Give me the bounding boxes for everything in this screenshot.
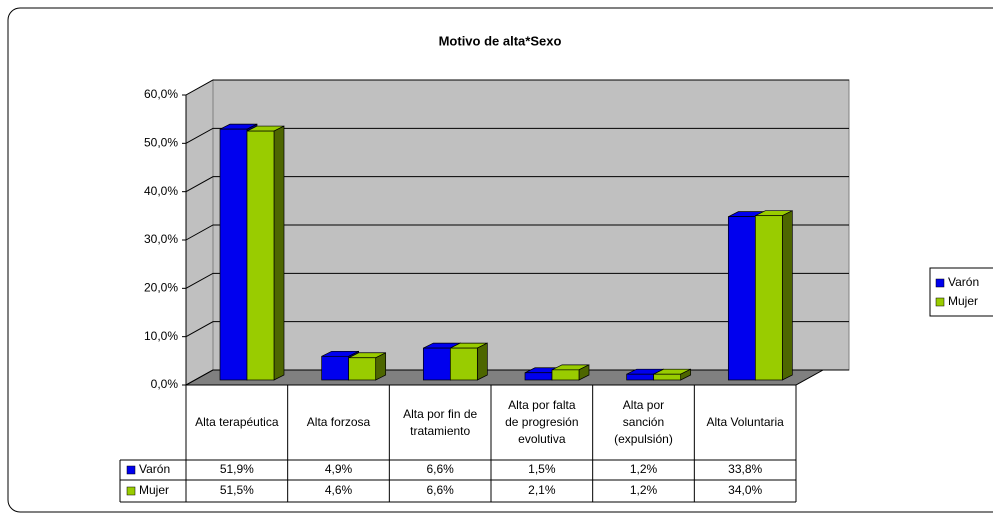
x-tick-label: Alta por fin de tratamiento: [389, 385, 491, 460]
category-text: Alta forzosa: [306, 415, 371, 429]
table-value: 1,2%: [630, 483, 658, 497]
legend-box: [929, 267, 993, 317]
y-tick-label: 10,0%: [144, 329, 178, 343]
table-series-name: Mujer: [139, 483, 169, 497]
bar-side: [273, 125, 285, 381]
y-tick-label: 60,0%: [144, 87, 178, 101]
table-series-name: Varón: [139, 462, 170, 476]
x-tick-label: Alta Voluntaria: [694, 385, 796, 460]
x-tick-label: Alta por falta de progresión evolutiva: [491, 385, 593, 460]
table-value: 34,0%: [728, 483, 762, 497]
x-tick-label: Alta forzosa: [288, 385, 390, 460]
table-value: 4,6%: [325, 483, 353, 497]
bar: [754, 215, 783, 381]
table-legend-key: [126, 486, 136, 496]
table-value: 1,2%: [630, 462, 658, 476]
bar: [246, 130, 275, 381]
bar: [626, 373, 655, 381]
table-value: 33,8%: [728, 462, 762, 476]
table-value: 6,6%: [426, 462, 454, 476]
category-text: Alta Voluntaria: [706, 415, 784, 429]
bar: [727, 216, 756, 381]
category-text: Alta por sanción (expulsión): [614, 398, 673, 446]
grid-line: [185, 127, 849, 144]
grid-line: [185, 224, 849, 241]
grid-line: [185, 321, 849, 338]
y-tick-label: 40,0%: [144, 184, 178, 198]
table-value: 2,1%: [528, 483, 556, 497]
bar: [422, 347, 451, 381]
bar-side: [781, 210, 793, 381]
table-value: 1,5%: [528, 462, 556, 476]
table-legend-key: [126, 465, 136, 475]
category-text: Alta terapéutica: [195, 415, 279, 429]
bar-side: [375, 352, 387, 381]
bar: [551, 369, 580, 381]
bar: [348, 357, 377, 381]
y-tick-label: 20,0%: [144, 281, 178, 295]
bar: [524, 372, 553, 381]
bar: [321, 355, 350, 381]
x-tick-label: Alta terapéutica: [186, 385, 288, 460]
table-value: 6,6%: [426, 483, 454, 497]
y-tick-label: 30,0%: [144, 232, 178, 246]
table-value: 4,9%: [325, 462, 353, 476]
grid-line: [185, 272, 849, 289]
bar: [449, 347, 478, 381]
category-text: Alta por falta de progresión evolutiva: [505, 398, 579, 446]
legend-label: Mujer: [948, 294, 978, 308]
table-value: 51,9%: [220, 462, 254, 476]
grid-line: [185, 79, 849, 96]
legend-key: [935, 278, 945, 288]
legend-key: [935, 297, 945, 307]
table-value: 51,5%: [220, 483, 254, 497]
x-tick-label: Alta por sanción (expulsión): [593, 385, 695, 460]
bar-side: [476, 342, 488, 381]
bar: [653, 373, 682, 381]
grid-line: [185, 176, 849, 193]
category-text: Alta por fin de tratamiento: [403, 406, 478, 438]
chart-title: Motivo de alta*Sexo: [439, 33, 562, 48]
y-tick-label: 50,0%: [144, 136, 178, 150]
bar: [219, 128, 248, 381]
legend-label: Varón: [948, 275, 979, 289]
y-tick-label: 0,0%: [151, 377, 179, 391]
